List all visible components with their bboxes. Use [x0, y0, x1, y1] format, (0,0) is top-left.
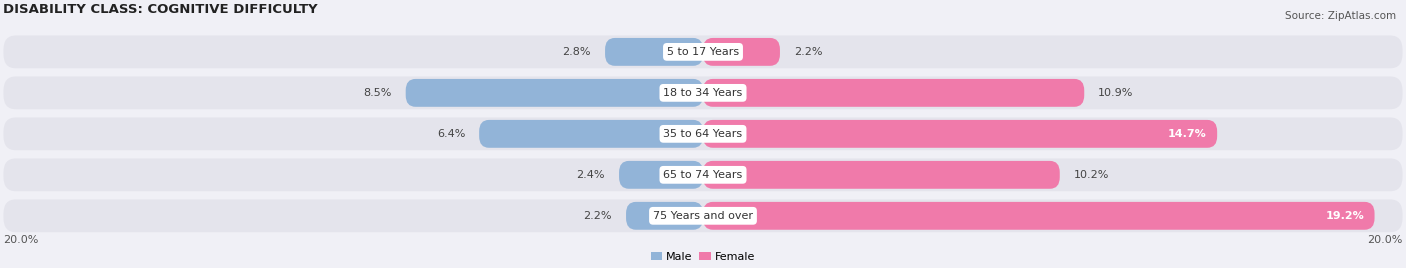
FancyBboxPatch shape — [3, 76, 1403, 109]
Text: 2.2%: 2.2% — [794, 47, 823, 57]
Text: 2.2%: 2.2% — [583, 211, 612, 221]
Text: DISABILITY CLASS: COGNITIVE DIFFICULTY: DISABILITY CLASS: COGNITIVE DIFFICULTY — [3, 3, 318, 16]
Text: 2.8%: 2.8% — [562, 47, 591, 57]
Text: 20.0%: 20.0% — [3, 234, 39, 244]
FancyBboxPatch shape — [703, 38, 780, 66]
Text: 8.5%: 8.5% — [363, 88, 392, 98]
FancyBboxPatch shape — [703, 120, 1218, 148]
FancyBboxPatch shape — [479, 120, 703, 148]
Text: 6.4%: 6.4% — [437, 129, 465, 139]
Text: Source: ZipAtlas.com: Source: ZipAtlas.com — [1285, 11, 1396, 21]
FancyBboxPatch shape — [619, 161, 703, 189]
Text: 18 to 34 Years: 18 to 34 Years — [664, 88, 742, 98]
Text: 35 to 64 Years: 35 to 64 Years — [664, 129, 742, 139]
FancyBboxPatch shape — [406, 79, 703, 107]
FancyBboxPatch shape — [703, 161, 1060, 189]
FancyBboxPatch shape — [3, 158, 1403, 191]
Text: 5 to 17 Years: 5 to 17 Years — [666, 47, 740, 57]
FancyBboxPatch shape — [3, 117, 1403, 150]
Text: 65 to 74 Years: 65 to 74 Years — [664, 170, 742, 180]
FancyBboxPatch shape — [3, 35, 1403, 68]
Text: 19.2%: 19.2% — [1326, 211, 1364, 221]
FancyBboxPatch shape — [3, 199, 1403, 232]
FancyBboxPatch shape — [703, 79, 1084, 107]
Text: 20.0%: 20.0% — [1367, 234, 1403, 244]
Text: 2.4%: 2.4% — [576, 170, 605, 180]
Text: 10.9%: 10.9% — [1098, 88, 1133, 98]
Text: 75 Years and over: 75 Years and over — [652, 211, 754, 221]
Legend: Male, Female: Male, Female — [647, 248, 759, 266]
FancyBboxPatch shape — [605, 38, 703, 66]
FancyBboxPatch shape — [703, 202, 1375, 230]
Text: 10.2%: 10.2% — [1074, 170, 1109, 180]
FancyBboxPatch shape — [626, 202, 703, 230]
Text: 14.7%: 14.7% — [1168, 129, 1206, 139]
